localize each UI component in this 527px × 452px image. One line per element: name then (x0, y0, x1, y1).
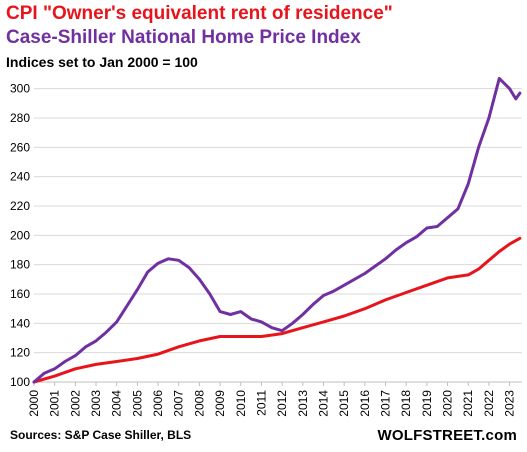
series-line-owners-equivalent-rent (32, 236, 522, 384)
series-line-case-shiller (32, 76, 522, 384)
x-tick-label-2016: 2016 (358, 390, 372, 417)
x-tick-label-2009: 2009 (213, 390, 227, 417)
y-tick-label-180: 180 (10, 258, 30, 272)
x-tick-label-2006: 2006 (151, 390, 165, 417)
y-tick-label-280: 280 (10, 111, 30, 125)
x-tick-label-2012: 2012 (275, 390, 289, 417)
x-tick-label-2013: 2013 (296, 390, 310, 417)
y-tick-label-140: 140 (10, 316, 30, 330)
y-tick-label-120: 120 (10, 346, 30, 360)
x-tick-label-2007: 2007 (172, 390, 186, 417)
y-tick-label-220: 220 (10, 199, 30, 213)
x-tick-label-2019: 2019 (420, 390, 434, 417)
x-tick-label-2008: 2008 (192, 390, 206, 417)
y-tick-label-200: 200 (10, 228, 30, 242)
x-tick-label-2003: 2003 (89, 390, 103, 417)
x-tick-label-2000: 2000 (27, 390, 41, 417)
x-tick-label-2010: 2010 (234, 390, 248, 417)
chart-subtitle: Indices set to Jan 2000 = 100 (6, 54, 198, 70)
y-tick-label-260: 260 (10, 140, 30, 154)
y-tick-label-160: 160 (10, 287, 30, 301)
brand-logo: WOLFSTREET.com (377, 427, 517, 444)
y-tick-label-300: 300 (10, 82, 30, 96)
x-tick-label-2001: 2001 (48, 390, 62, 417)
source-note: Sources: S&P Case Shiller, BLS (10, 428, 192, 442)
x-tick-label-2017: 2017 (379, 390, 393, 417)
x-tick-label-2005: 2005 (130, 390, 144, 417)
x-tick-label-2014: 2014 (316, 390, 330, 417)
x-tick-label-2023: 2023 (503, 390, 517, 417)
x-tick-label-2011: 2011 (254, 390, 268, 416)
x-tick-label-2004: 2004 (110, 390, 124, 417)
x-tick-label-2022: 2022 (482, 390, 496, 417)
chart-title-line2: Case-Shiller National Home Price Index (6, 27, 361, 48)
chart-title-line1: CPI "Owner's equivalent rent of residenc… (6, 3, 393, 24)
x-tick-label-2020: 2020 (441, 390, 455, 417)
y-tick-label-240: 240 (10, 170, 30, 184)
x-tick-label-2018: 2018 (399, 390, 413, 417)
y-tick-label-100: 100 (10, 375, 30, 389)
x-tick-label-2021: 2021 (461, 390, 475, 417)
x-tick-label-2015: 2015 (337, 390, 351, 417)
x-tick-label-2002: 2002 (68, 390, 82, 417)
